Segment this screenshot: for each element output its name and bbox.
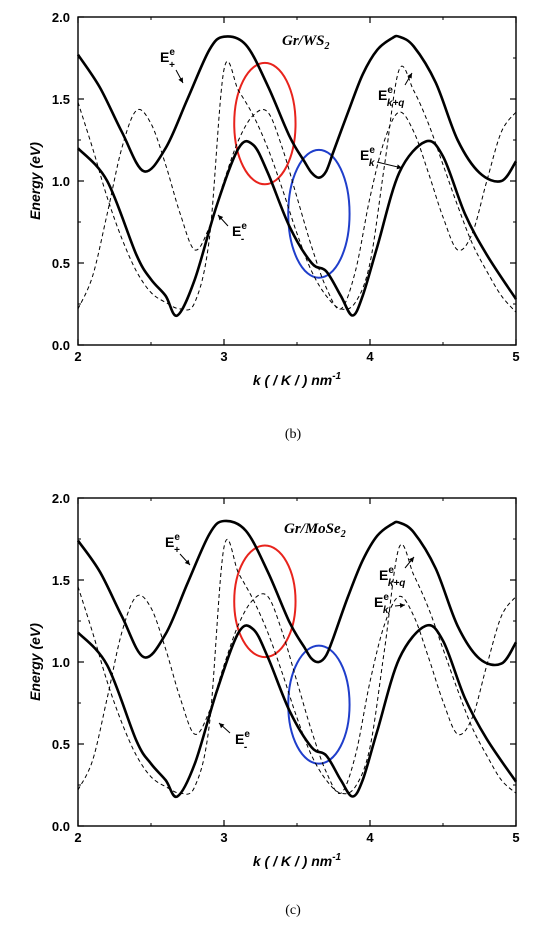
- chart1-series-arrowhead-3: [399, 603, 405, 608]
- chart1-y-tick-label-3: 1.5: [52, 573, 70, 588]
- chart0-panel-caption: (b): [285, 427, 302, 442]
- chart-b-svg: 2 3 4 5 0.0 0.5 1.0 1.5 2.0 k ( / K / ) nm-1 Energ…: [27, 10, 520, 442]
- chart0-series-line-0: [76, 34, 518, 183]
- chart0-plot-frame: [77, 16, 517, 346]
- chart1-title: Gr/MoSe2: [284, 521, 346, 540]
- chart0-series-label-3: Ee k: [360, 145, 375, 169]
- chart1-series-line-0: [76, 519, 518, 667]
- chart1-panel-caption: (c): [285, 903, 301, 918]
- chart0-x-tick-label-3: 5: [512, 349, 519, 364]
- chart1-x-tick-label-2: 4: [366, 830, 374, 845]
- chart1-x-axis-title: k ( / K / ) nm-1: [253, 852, 342, 869]
- chart0-y-tick-label-1: 0.5: [52, 256, 70, 271]
- chart1-series-line-3: [77, 593, 517, 794]
- chart1-series-arrowhead-2: [408, 557, 414, 563]
- chart1-x-tick-label-1: 3: [220, 830, 227, 845]
- chart1-series-arrowhead-0: [184, 559, 190, 565]
- chart0-y-tick-label-3: 1.5: [52, 92, 70, 107]
- chart0-y-axis-title: Energy (eV): [27, 142, 43, 220]
- chart0-series-arrowhead-0: [178, 77, 183, 83]
- chart0-series-arrowhead-2: [407, 73, 412, 79]
- chart1-series-label-1: Ee -: [235, 729, 250, 753]
- chart0-series-line-3: [77, 109, 517, 310]
- chart1-series-line-1: [77, 623, 518, 799]
- chart1-y-tick-label-0: 0.0: [52, 819, 70, 834]
- chart0-title: Gr/WS2: [282, 33, 330, 52]
- chart1-x-tick-label-0: 2: [74, 830, 81, 845]
- chart0-series-line-1: [77, 139, 518, 317]
- chart0-series-label-0: Ee +: [160, 47, 175, 71]
- chart-panel-b: 2 3 4 5 0.0 0.5 1.0 1.5 2.0 k ( / K / ) nm-1 Energ…: [0, 0, 550, 470]
- chart-panel-c: 2 3 4 5 0.0 0.5 1.0 1.5 2.0 k ( / K / ) nm-1 Energ…: [0, 481, 550, 951]
- chart0-series-arrowhead-1: [218, 215, 224, 221]
- chart0-series-line-2: [77, 60, 517, 313]
- chart0-highlight-ellipse-0: [233, 61, 297, 186]
- chart1-y-axis-title: Energy (eV): [27, 623, 43, 701]
- chart1-series-label-3: Ee k: [374, 592, 389, 616]
- chart1-series-label-0: Ee +: [165, 532, 180, 556]
- chart0-y-tick-label-0: 0.0: [52, 338, 70, 353]
- chart0-x-tick-label-0: 2: [74, 349, 81, 364]
- chart0-x-tick-label-1: 3: [220, 349, 227, 364]
- chart0-highlight-ellipse-1: [287, 148, 351, 279]
- chart1-y-tick-label-4: 2.0: [52, 491, 70, 506]
- chart1-highlight-ellipse-1: [287, 644, 351, 765]
- chart0-y-tick-label-4: 2.0: [52, 10, 70, 25]
- chart0-series-label-2: Ee k+q: [378, 85, 404, 109]
- chart1-y-tick-label-1: 0.5: [52, 737, 70, 752]
- chart-c-svg: 2 3 4 5 0.0 0.5 1.0 1.5 2.0 k ( / K / ) nm-1 Energ…: [27, 491, 520, 918]
- chart1-highlight-ellipse-0: [233, 544, 297, 659]
- chart1-series-arrowhead-1: [219, 723, 225, 729]
- chart0-series-arrowhead-3: [396, 164, 402, 170]
- chart0-x-tick-label-2: 4: [366, 349, 374, 364]
- chart0-x-axis-title: k ( / K / ) nm-1: [253, 371, 342, 388]
- chart1-x-tick-label-3: 5: [512, 830, 519, 845]
- chart1-y-tick-label-2: 1.0: [52, 655, 70, 670]
- chart1-series-label-2: Ee k+q: [379, 565, 405, 589]
- chart0-y-tick-label-2: 1.0: [52, 174, 70, 189]
- chart0-series-label-1: Ee -: [232, 221, 247, 245]
